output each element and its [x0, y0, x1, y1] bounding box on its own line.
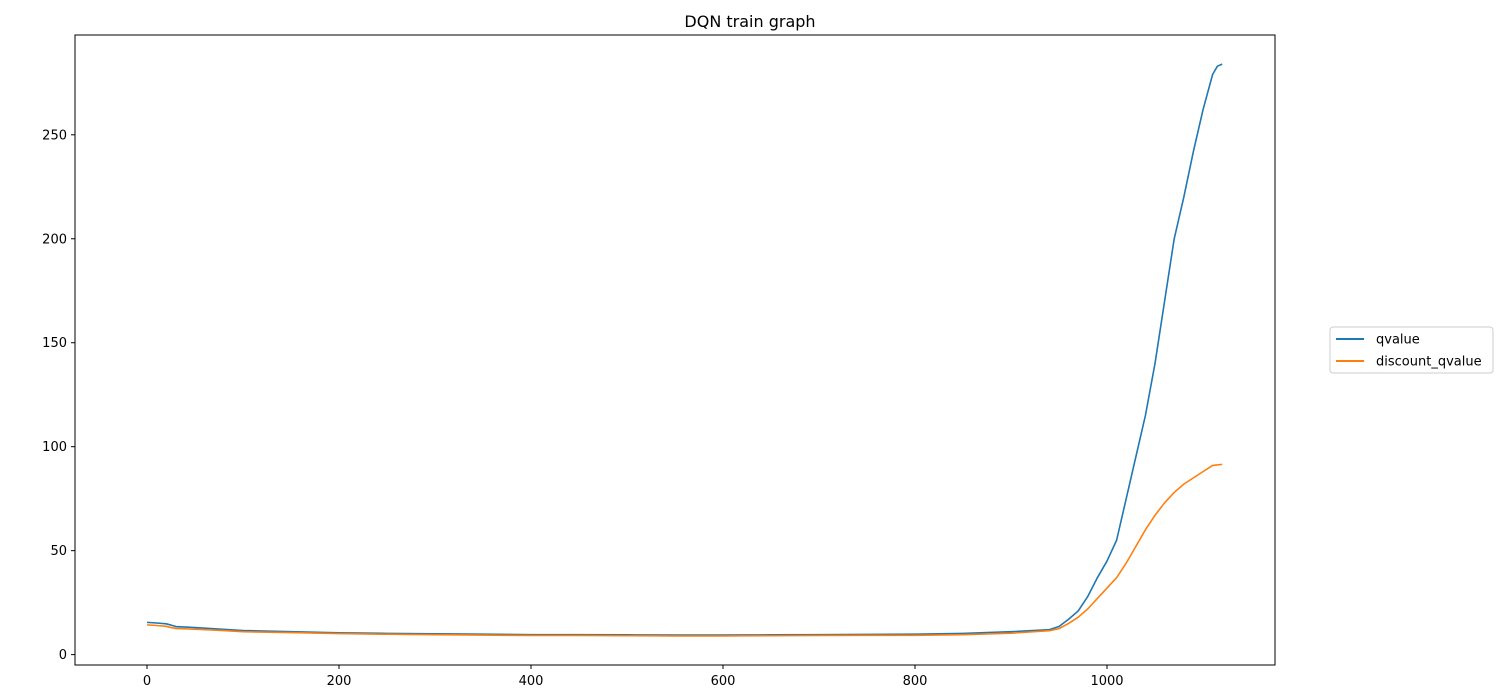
y-tick-label: 200: [42, 232, 67, 247]
x-tick-label: 0: [143, 674, 151, 689]
y-axis: 0 50 100 150 200 250: [42, 128, 75, 663]
x-tick-label: 600: [711, 674, 736, 689]
x-tick-label: 400: [519, 674, 544, 689]
series-line-qvalue: [146, 63, 1223, 636]
y-tick-label: 250: [42, 128, 67, 143]
legend: qvalue discount_qvalue: [1329, 326, 1494, 374]
legend-label-qvalue: qvalue: [1376, 333, 1420, 348]
x-tick-label: 800: [903, 674, 928, 689]
y-tick-label: 0: [59, 648, 67, 663]
series-layer: [146, 63, 1223, 637]
x-tick-label: 200: [327, 674, 352, 689]
y-tick-label: 150: [42, 336, 67, 351]
series-line-discount-qvalue: [146, 463, 1223, 637]
legend-box: [1329, 326, 1494, 374]
y-tick-label: 100: [42, 440, 67, 455]
x-tick-label: 1000: [1090, 674, 1123, 689]
chart-title: DQN train graph: [684, 12, 815, 31]
y-tick-label: 50: [50, 544, 67, 559]
plot-frame: [74, 34, 1276, 666]
x-axis: 0 200 400 600 800 1000: [143, 665, 1124, 689]
legend-label-discount-qvalue: discount_qvalue: [1376, 355, 1482, 370]
